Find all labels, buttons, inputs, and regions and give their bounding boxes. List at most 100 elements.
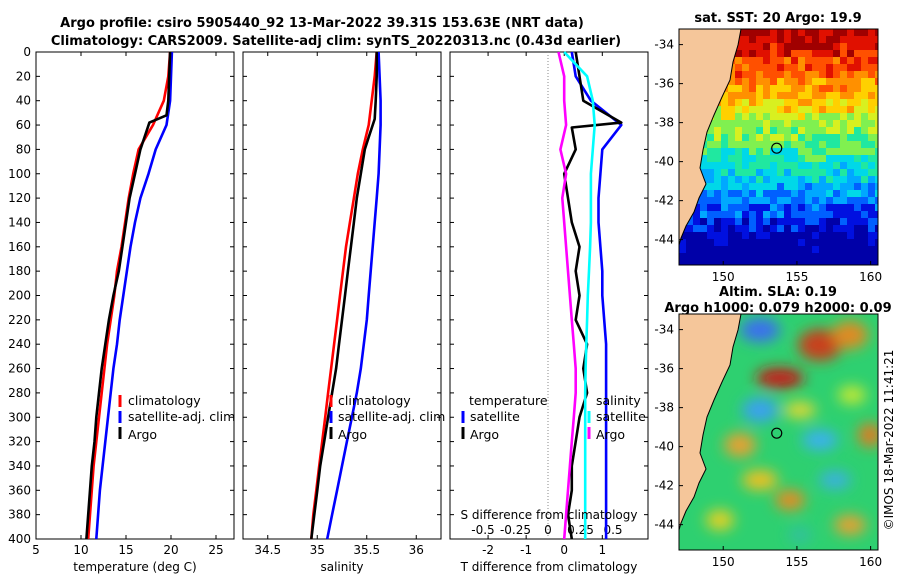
map-x-tick-label: 160 — [859, 555, 882, 569]
sst-cell — [812, 176, 819, 183]
sst-cell — [791, 148, 798, 155]
sst-cell — [749, 141, 756, 148]
sst-cell — [777, 43, 784, 50]
sst-cell — [826, 218, 833, 225]
sst-cell — [805, 43, 812, 50]
map-x-tick-label: 155 — [785, 555, 808, 569]
sst-cell — [826, 120, 833, 127]
sst-cell — [735, 155, 742, 162]
sst-cell — [728, 106, 735, 113]
sst-cell — [833, 134, 840, 141]
sst-cell — [854, 71, 861, 78]
sst-cell — [833, 204, 840, 211]
x-tick-label: 20 — [163, 543, 178, 557]
sst-cell — [707, 260, 714, 265]
sst-cell — [798, 64, 805, 71]
sst-cell — [798, 99, 805, 106]
sst-cell — [679, 260, 686, 265]
sst-cell — [728, 232, 735, 239]
sst-cell — [791, 43, 798, 50]
sst-cell — [868, 169, 875, 176]
sst-cell — [833, 99, 840, 106]
sst-cell — [840, 134, 847, 141]
sst-cell — [847, 190, 854, 197]
salinity-xlabel: salinity — [320, 560, 363, 574]
sst-cell — [826, 134, 833, 141]
sst-cell — [826, 197, 833, 204]
sst-cell — [714, 232, 721, 239]
sst-cell — [728, 253, 735, 260]
sla-map-title-line1: Altim. SLA: 0.19 — [719, 285, 837, 300]
sst-cell — [847, 78, 854, 85]
sst-cell — [721, 134, 728, 141]
sst-cell — [721, 197, 728, 204]
sst-cell — [868, 43, 875, 50]
sst-cell — [686, 246, 693, 253]
sst-cell — [819, 218, 826, 225]
sst-cell — [749, 197, 756, 204]
sst-cell — [763, 120, 770, 127]
sst-cell — [749, 169, 756, 176]
sst-cell — [819, 92, 826, 99]
sst-cell — [742, 253, 749, 260]
sst-cell — [735, 99, 742, 106]
sst-cell — [756, 148, 763, 155]
y-tick-label: 340 — [8, 459, 31, 473]
sst-cell — [847, 120, 854, 127]
sst-cell — [742, 85, 749, 92]
y-tick-label: 180 — [8, 264, 31, 278]
sst-cell — [770, 36, 777, 43]
map-x-tick-label: 160 — [859, 270, 882, 284]
sst-cell — [749, 78, 756, 85]
sst-cell — [735, 239, 742, 246]
sst-cell — [812, 225, 819, 232]
sst-cell — [784, 99, 791, 106]
sst-cell — [798, 246, 805, 253]
sst-cell — [749, 113, 756, 120]
salinity-axes-box — [242, 51, 442, 540]
sst-cell — [798, 211, 805, 218]
sst-cell — [798, 155, 805, 162]
sst-cell — [805, 183, 812, 190]
y-tick-label: 0 — [23, 45, 31, 59]
sst-cell — [770, 71, 777, 78]
sst-cell — [875, 92, 878, 99]
sst-cell — [728, 190, 735, 197]
sst-cell — [749, 99, 756, 106]
sst-cell — [763, 134, 770, 141]
sst-cell — [756, 253, 763, 260]
sst-cell — [728, 218, 735, 225]
sst-cell — [707, 239, 714, 246]
sst-cell — [875, 197, 878, 204]
sst-cell — [728, 85, 735, 92]
sst-cell — [756, 50, 763, 57]
sst-cell — [777, 197, 784, 204]
sst-cell — [826, 169, 833, 176]
sst-cell — [805, 134, 812, 141]
sst-cell — [756, 246, 763, 253]
y-tick-label: 60 — [16, 118, 31, 132]
sst-cell — [812, 106, 819, 113]
sst-cell — [847, 204, 854, 211]
sst-cell — [798, 78, 805, 85]
sst-cell — [735, 225, 742, 232]
sst-cell — [707, 190, 714, 197]
sla-argo-location-marker — [771, 427, 783, 439]
sst-cell — [791, 197, 798, 204]
sst-cell — [840, 169, 847, 176]
sst-cell — [819, 57, 826, 64]
sst-cell — [784, 148, 791, 155]
sst-cell — [784, 113, 791, 120]
legend-satellite-label: satellite-adj. clim — [128, 409, 235, 424]
sst-cell — [784, 36, 791, 43]
sst-cell — [756, 141, 763, 148]
sst-cell — [763, 141, 770, 148]
sst-cell — [798, 260, 805, 265]
sst-cell — [812, 197, 819, 204]
sst-cell — [868, 197, 875, 204]
map-y-tick-label: -38 — [654, 401, 674, 415]
sst-cell — [819, 162, 826, 169]
sst-cell — [854, 225, 861, 232]
sst-cell — [763, 36, 770, 43]
sst-cell — [840, 106, 847, 113]
